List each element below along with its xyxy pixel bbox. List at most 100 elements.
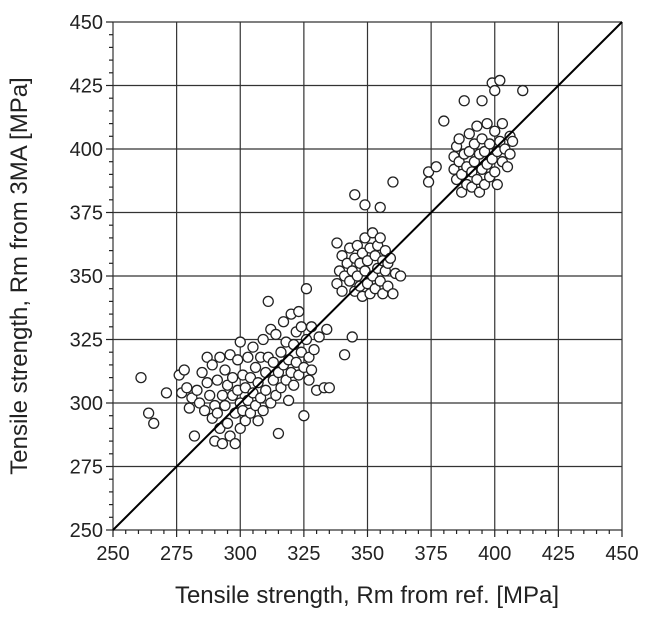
data-point	[257, 404, 269, 417]
y-axis-label: Tensile strength, Rm from 3MA [MPa]	[6, 77, 33, 474]
data-point	[481, 117, 493, 130]
data-point	[458, 95, 470, 107]
data-point	[476, 95, 488, 107]
data-point	[280, 374, 292, 386]
data-point	[478, 178, 491, 191]
x-axis-label: Tensile strength, Rm from ref. [MPa]	[175, 582, 559, 609]
data-points	[135, 74, 529, 450]
data-point	[374, 201, 386, 214]
data-point	[244, 371, 257, 384]
data-point	[379, 244, 391, 257]
y-tick-label: 325	[70, 330, 103, 352]
data-point	[496, 117, 509, 130]
data-point	[260, 384, 272, 396]
data-point	[239, 382, 251, 394]
data-point	[191, 384, 203, 396]
data-point	[201, 351, 213, 363]
data-point	[272, 427, 285, 440]
data-point	[183, 402, 196, 414]
data-point	[351, 270, 363, 282]
data-point	[422, 176, 435, 188]
data-point	[344, 275, 356, 287]
data-point	[453, 156, 465, 168]
data-point	[224, 349, 236, 361]
y-tick-label: 400	[70, 139, 103, 161]
data-point	[254, 392, 267, 404]
data-point	[293, 305, 305, 318]
data-point	[226, 371, 239, 384]
data-point	[484, 138, 496, 150]
x-tick-label: 275	[160, 543, 193, 565]
data-point	[471, 120, 483, 132]
data-point	[456, 186, 468, 198]
data-point	[359, 265, 371, 277]
data-point	[305, 321, 318, 333]
data-point	[374, 232, 386, 244]
data-point	[219, 364, 231, 376]
data-point	[422, 166, 435, 178]
data-point	[214, 351, 226, 363]
data-point	[494, 74, 506, 87]
data-point	[361, 277, 374, 290]
data-point	[198, 404, 211, 417]
data-point	[468, 156, 481, 168]
data-point	[135, 371, 147, 384]
data-point	[517, 84, 529, 97]
data-point	[262, 295, 274, 308]
data-point	[216, 437, 229, 450]
x-tick-labels: 250 275 300 325 350 375 400 425 450	[96, 543, 638, 565]
data-point	[275, 382, 287, 394]
data-point	[351, 239, 363, 252]
x-tick-label: 250	[96, 543, 129, 565]
data-point	[221, 417, 234, 429]
data-point	[478, 145, 491, 158]
data-point	[211, 374, 223, 386]
data-point	[476, 133, 488, 145]
data-point	[206, 359, 218, 371]
data-point	[468, 138, 481, 150]
data-point	[252, 415, 264, 427]
data-point	[336, 250, 348, 262]
data-point	[504, 148, 516, 160]
data-point	[366, 227, 379, 239]
data-point	[331, 277, 343, 290]
data-point	[229, 437, 241, 450]
axis-ticks	[106, 21, 623, 537]
data-point	[359, 232, 371, 244]
data-point	[374, 275, 386, 287]
x-tick-label: 400	[478, 543, 511, 565]
data-point	[267, 374, 279, 386]
data-point	[471, 173, 483, 186]
data-point	[384, 252, 397, 264]
data-point	[204, 389, 216, 402]
data-point	[219, 399, 231, 412]
data-point	[275, 346, 287, 358]
data-point	[242, 351, 254, 363]
data-point	[201, 377, 213, 389]
x-tick-label: 375	[414, 543, 447, 565]
data-point	[349, 189, 361, 201]
data-point	[249, 361, 262, 374]
data-point	[323, 382, 335, 394]
x-tick-label: 350	[351, 543, 384, 565]
data-point	[272, 366, 285, 379]
data-point	[298, 410, 310, 422]
data-point	[270, 328, 282, 341]
y-tick-label: 350	[70, 266, 103, 288]
data-point	[361, 255, 374, 267]
data-point	[438, 115, 450, 127]
data-point	[356, 247, 369, 259]
data-point	[394, 270, 407, 282]
y-tick-labels: 250 275 300 325 350 375 400 425 450	[70, 12, 103, 542]
data-point	[308, 344, 320, 356]
data-point	[265, 397, 277, 409]
y-tick-label: 375	[70, 203, 103, 225]
x-tick-label: 300	[224, 543, 257, 565]
data-point	[288, 379, 300, 391]
data-point	[160, 387, 173, 399]
data-point	[506, 135, 519, 148]
data-point	[181, 382, 193, 394]
data-point	[387, 288, 399, 300]
y-tick-label: 275	[70, 457, 103, 479]
